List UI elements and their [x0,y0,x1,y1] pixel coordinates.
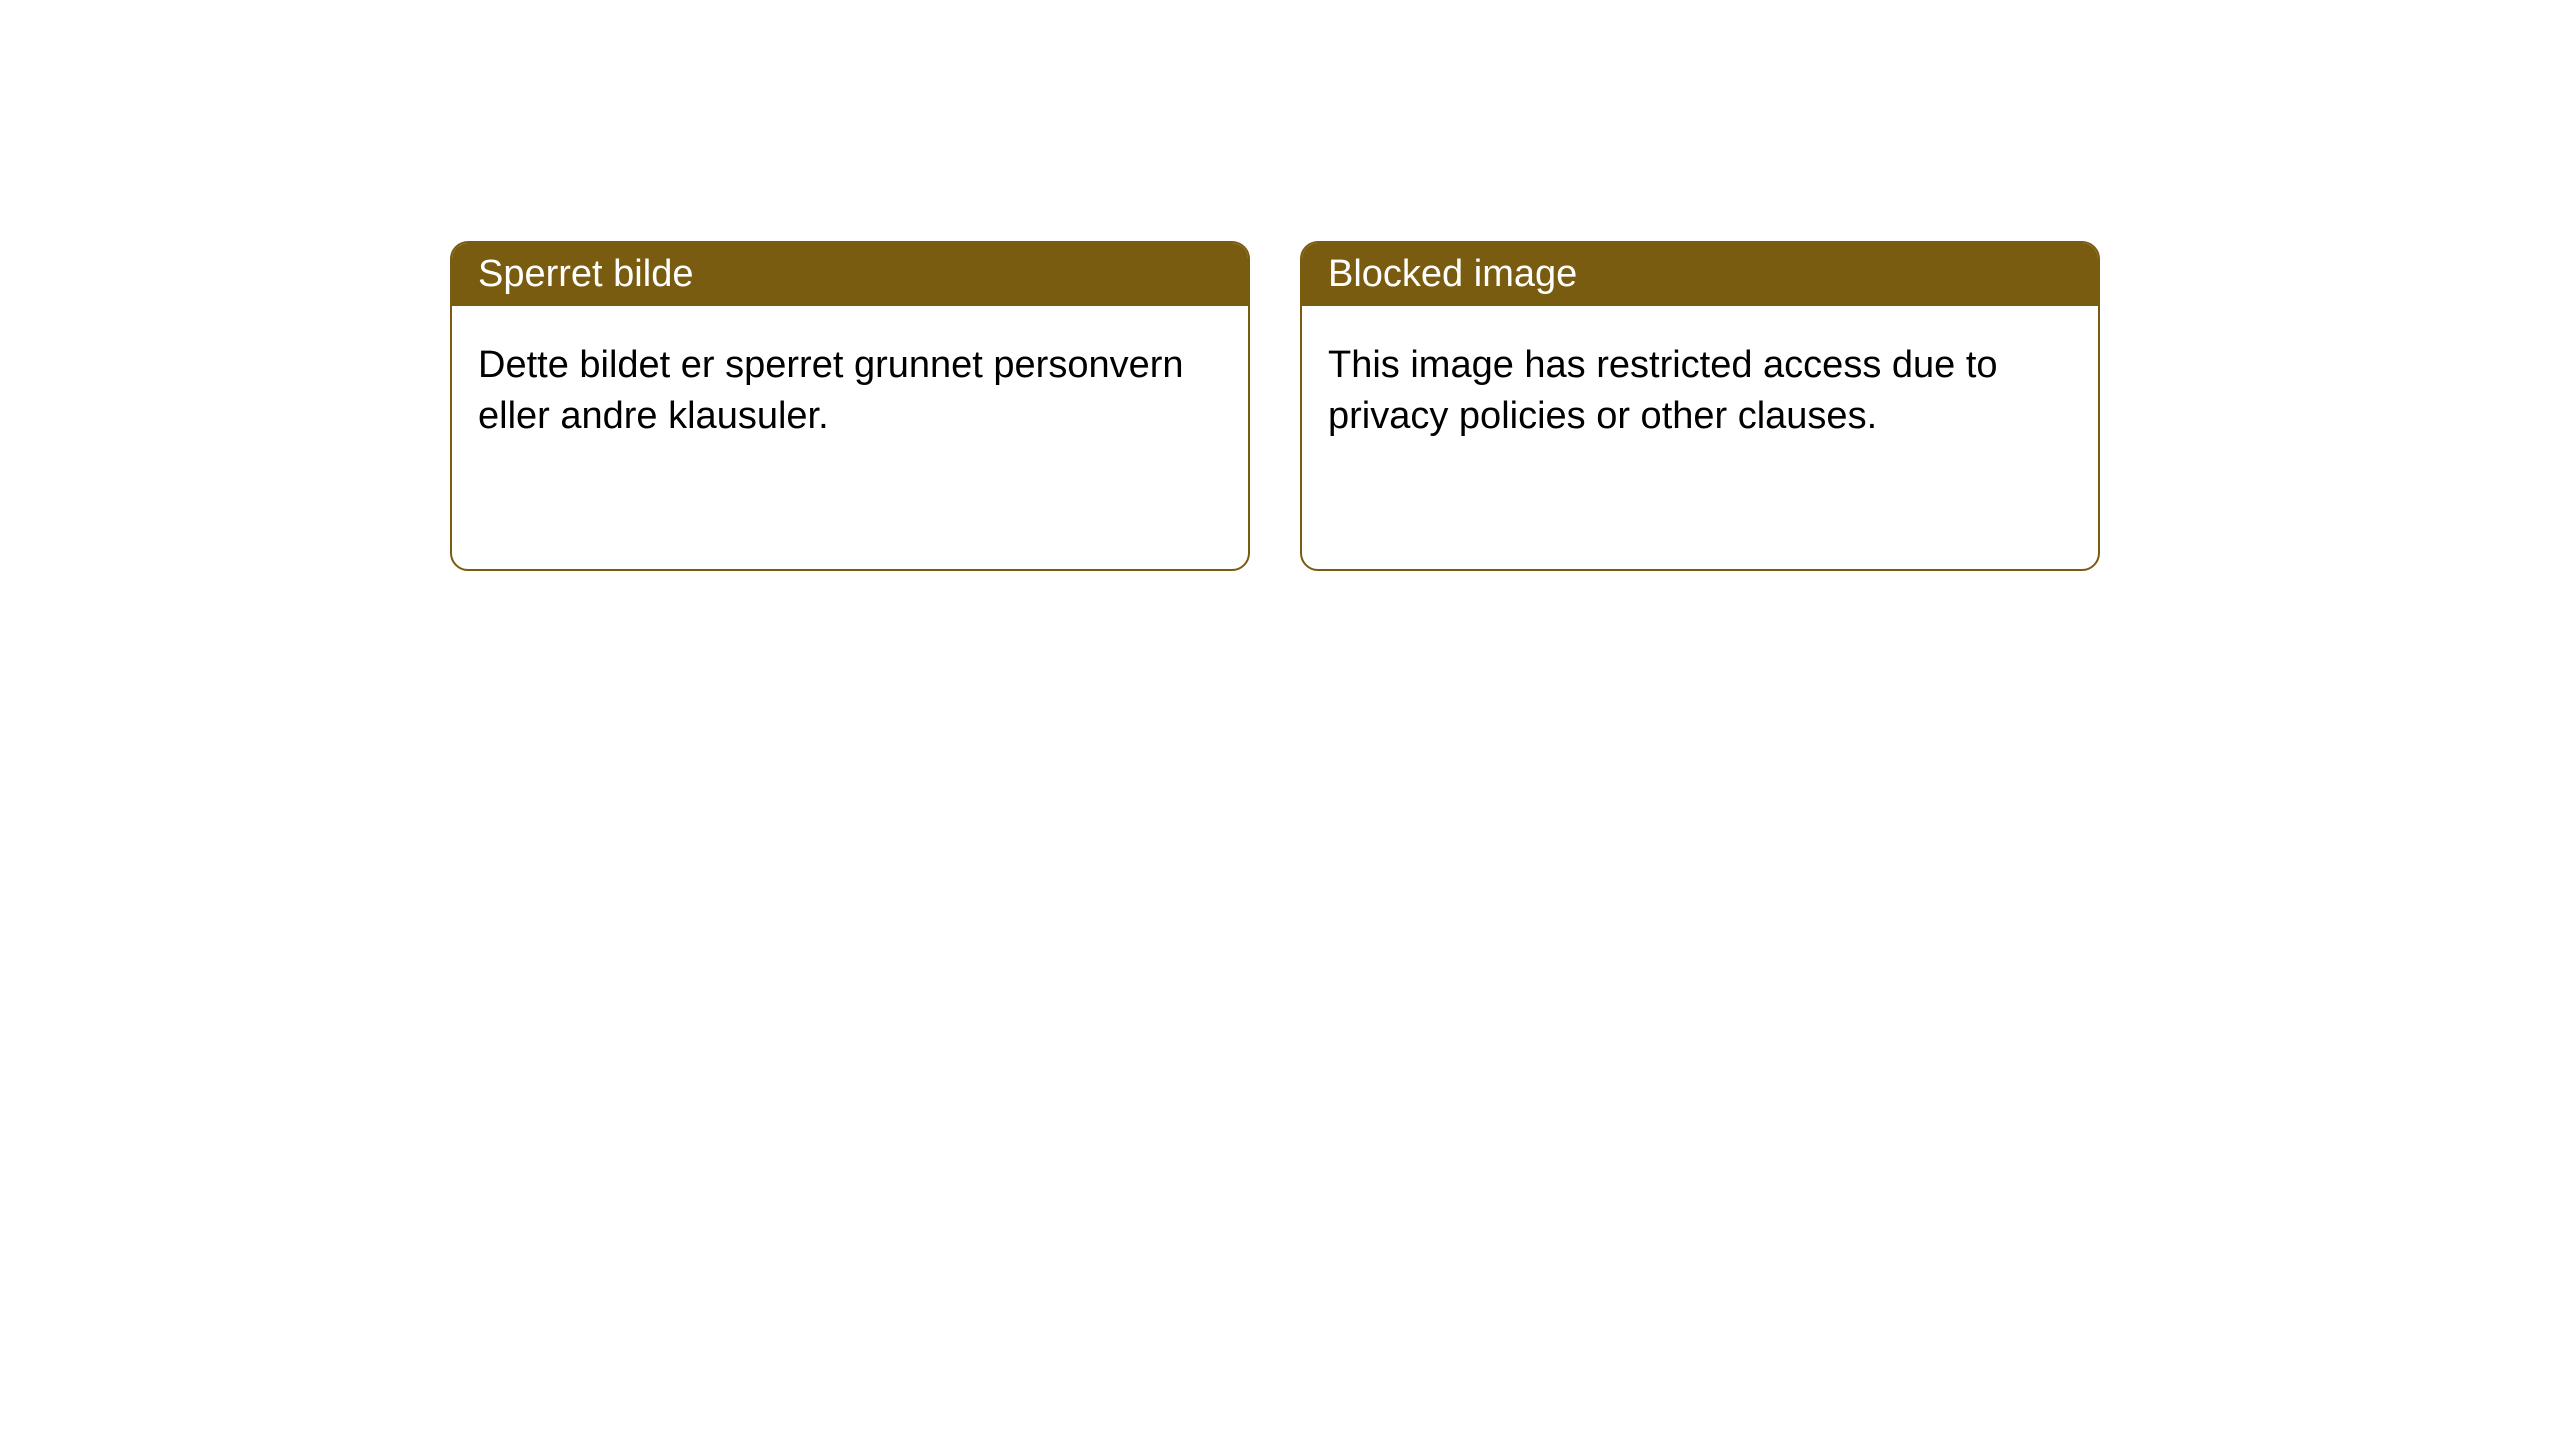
card-title: Sperret bilde [452,243,1248,306]
notice-container: Sperret bilde Dette bildet er sperret gr… [0,0,2560,571]
card-body: This image has restricted access due to … [1302,306,2098,477]
notice-card-english: Blocked image This image has restricted … [1300,241,2100,571]
notice-card-norwegian: Sperret bilde Dette bildet er sperret gr… [450,241,1250,571]
card-title: Blocked image [1302,243,2098,306]
card-body: Dette bildet er sperret grunnet personve… [452,306,1248,477]
